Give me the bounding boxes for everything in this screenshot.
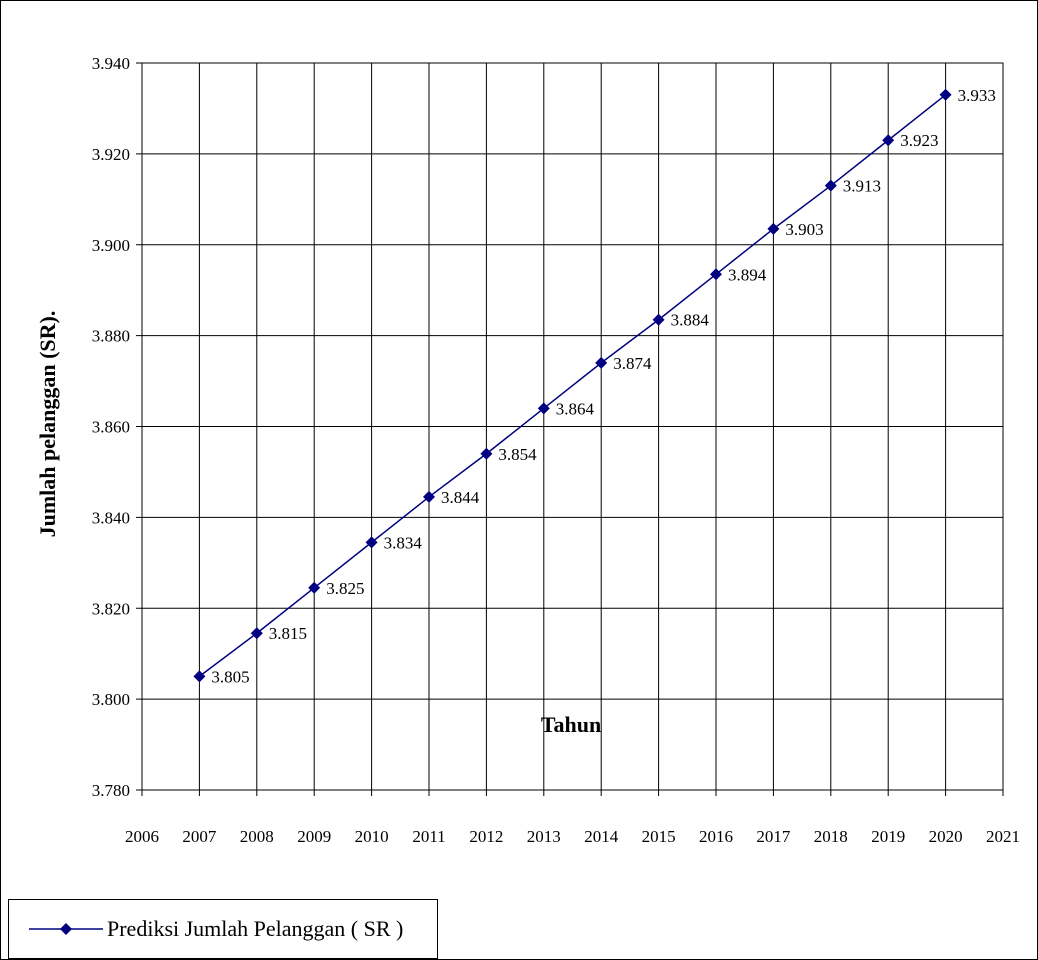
y-tick-label: 3.800 (92, 690, 130, 709)
x-tick-label: 2020 (929, 827, 963, 846)
y-tick-label: 3.820 (92, 599, 130, 618)
data-point-marker (537, 402, 550, 415)
data-label: 3.903 (785, 220, 823, 239)
data-point-marker (250, 627, 263, 640)
legend-marker-icon (29, 923, 103, 935)
data-point-marker (365, 536, 378, 549)
data-label: 3.884 (671, 311, 710, 330)
x-tick-label: 2014 (584, 827, 619, 846)
data-point-marker (423, 490, 435, 503)
y-tick-label: 3.880 (92, 327, 130, 346)
y-tick-label: 3.900 (92, 236, 130, 255)
x-tick-label: 2007 (182, 827, 217, 846)
data-label: 3.854 (498, 445, 537, 464)
x-tick-labels: 2006 2007 2008 2009 2010 2011 2012 2013 2014 2015… (125, 827, 1020, 846)
data-labels: 3.805 3.815 3.825 3.834 3.844 3.854 3.864 3.874… (211, 86, 995, 687)
legend-series-label: Prediksi Jumlah Pelanggan ( SR ) (107, 916, 404, 941)
y-tick-label: 3.940 (92, 54, 130, 73)
x-tick-label: 2021 (986, 827, 1020, 846)
data-label: 3.923 (900, 131, 938, 150)
data-point-marker (595, 356, 608, 369)
data-point-marker (767, 222, 780, 235)
data-point-marker (652, 313, 665, 326)
data-point-marker (882, 134, 895, 147)
data-label: 3.933 (958, 86, 996, 105)
data-point-marker (939, 88, 952, 101)
y-tick-label: 3.920 (92, 145, 130, 164)
data-label: 3.815 (269, 624, 307, 643)
grid-lines (136, 62, 1004, 796)
data-point-marker (480, 447, 493, 460)
x-tick-label: 2012 (469, 827, 503, 846)
x-tick-label: 2019 (871, 827, 905, 846)
x-axis-title: Tahun (541, 712, 601, 737)
x-tick-label: 2015 (642, 827, 676, 846)
x-tick-label: 2009 (297, 827, 331, 846)
data-label: 3.874 (613, 354, 652, 373)
data-point-marker (193, 670, 206, 683)
y-tick-labels: 3.780 3.800 3.820 3.840 3.860 3.880 3.900 3.920… (92, 54, 130, 800)
data-label: 3.894 (728, 265, 767, 284)
x-tick-label: 2008 (240, 827, 274, 846)
data-label: 3.834 (384, 533, 423, 552)
x-tick-label: 2010 (355, 827, 389, 846)
x-tick-label: 2016 (699, 827, 733, 846)
series-layer (193, 88, 952, 683)
y-tick-label: 3.780 (92, 781, 130, 800)
data-label: 3.805 (211, 667, 249, 686)
x-tick-label: 2017 (756, 827, 791, 846)
data-label: 3.864 (556, 399, 595, 418)
x-tick-label: 2006 (125, 827, 159, 846)
data-label: 3.844 (441, 488, 480, 507)
y-tick-label: 3.860 (92, 418, 130, 437)
x-tick-label: 2013 (527, 827, 561, 846)
data-point-marker (824, 179, 837, 192)
x-tick-label: 2011 (412, 827, 445, 846)
y-axis-title: Jumlah pelanggan (SR). (35, 311, 60, 538)
data-label: 3.913 (843, 177, 881, 196)
data-point-marker (308, 581, 321, 594)
data-point-marker (710, 268, 722, 281)
legend: Prediksi Jumlah Pelanggan ( SR ) (8, 899, 438, 959)
y-tick-label: 3.840 (92, 508, 130, 527)
series-line (198, 94, 947, 678)
x-tick-label: 2018 (814, 827, 848, 846)
data-label: 3.825 (326, 579, 364, 598)
